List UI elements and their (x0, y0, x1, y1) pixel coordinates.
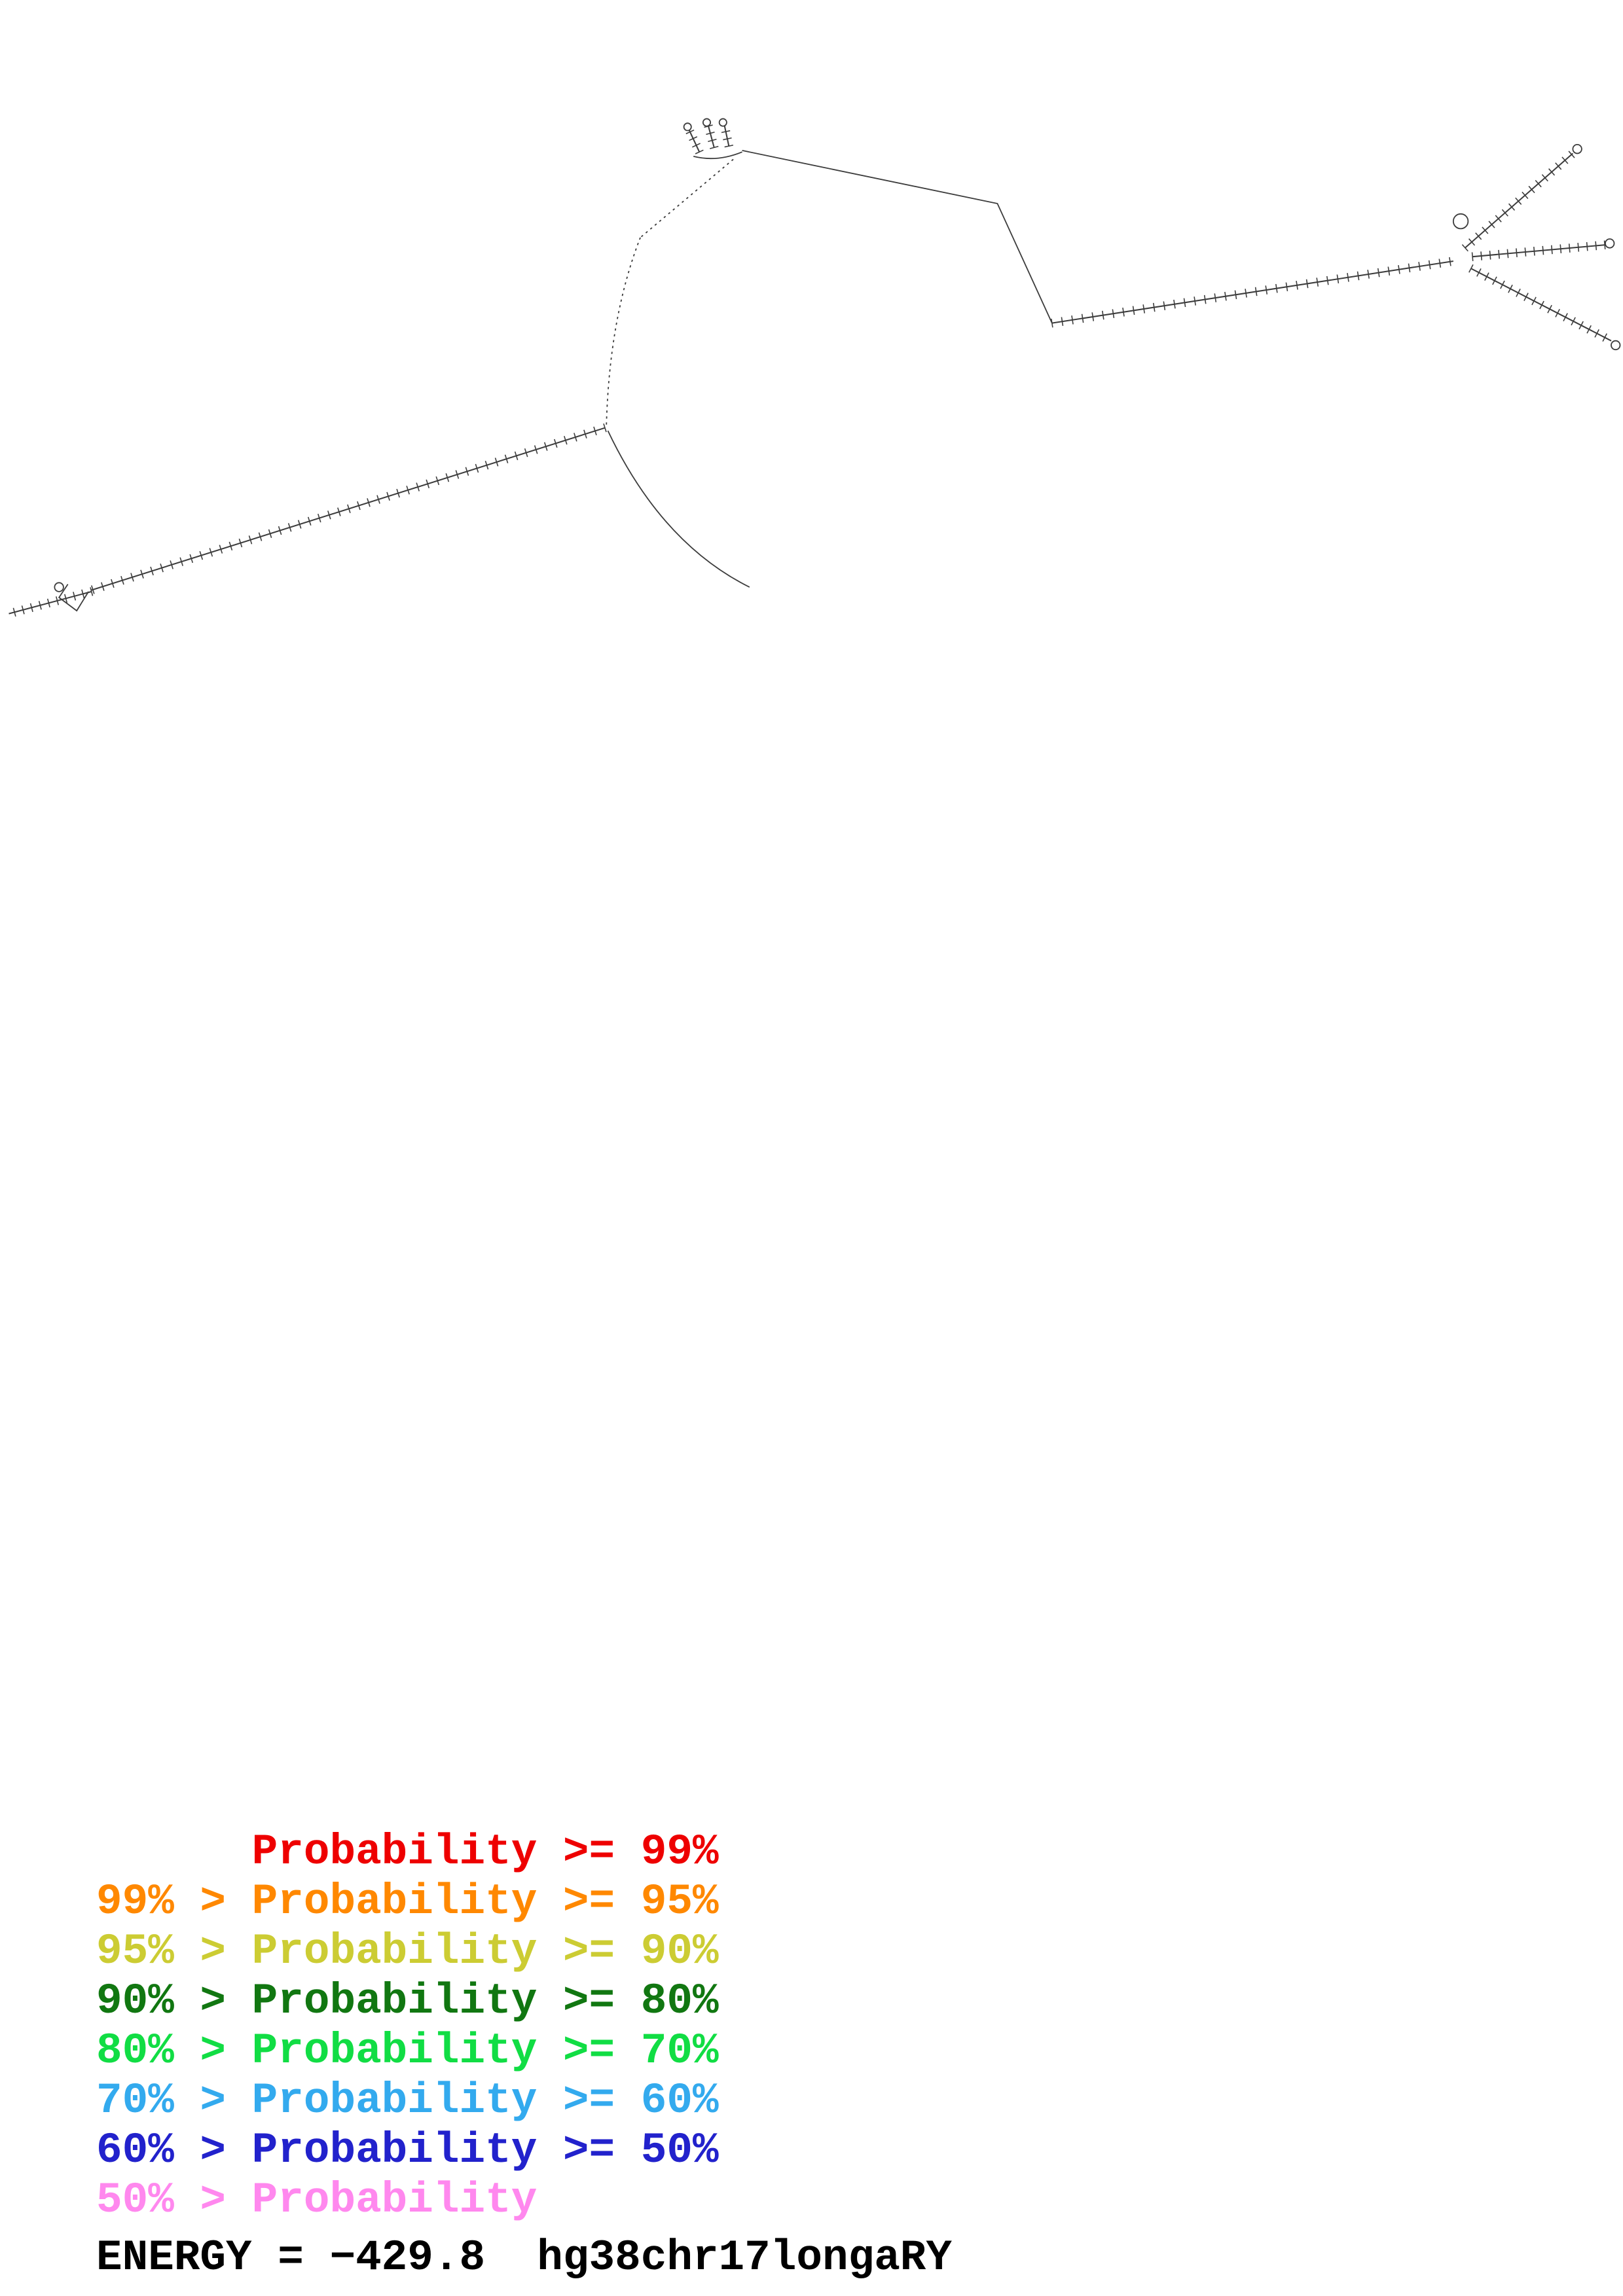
legend-line-3: 90% > Probability >= 80% (96, 1977, 719, 2026)
legend-line-0: Probability >= 99% (96, 1827, 719, 1876)
legend-line-4: 80% > Probability >= 70% (96, 2026, 719, 2075)
energy-label: ENERGY = −429.8 hg38chr17longaRY (96, 2233, 953, 2282)
rna-structure-plot (9, 118, 1621, 617)
probability-legend: Probability >= 99% 99% > Probability >= 9… (96, 1827, 719, 2225)
legend-line-6: 60% > Probability >= 50% (96, 2126, 719, 2175)
legend-line-2: 95% > Probability >= 90% (96, 1927, 719, 1976)
legend-line-5: 70% > Probability >= 60% (96, 2076, 719, 2125)
legend-line-7: 50% > Probability (96, 2176, 538, 2225)
legend-line-1: 99% > Probability >= 95% (96, 1877, 719, 1926)
